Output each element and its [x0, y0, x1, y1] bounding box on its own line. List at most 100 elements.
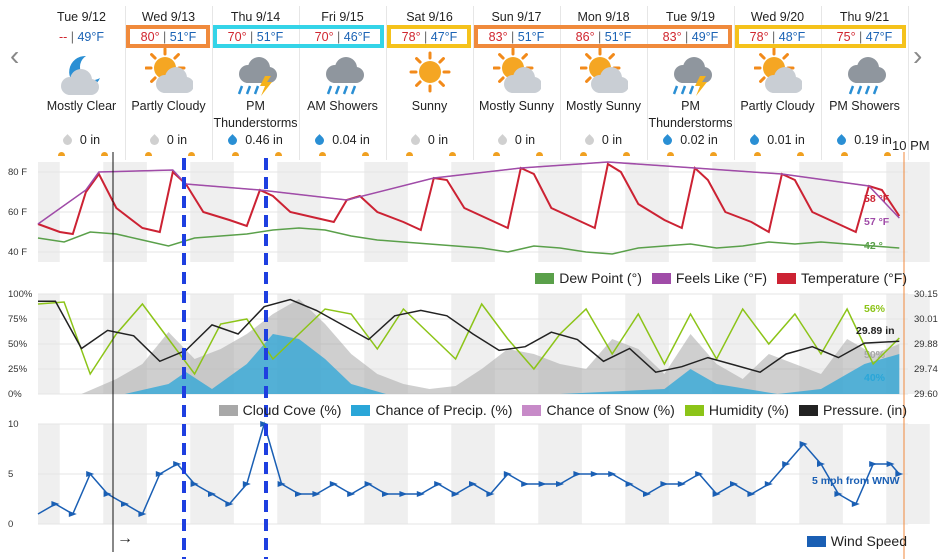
day-10[interactable]: Thu 9/21 75° | 47°F PM Showers 0.19 in [821, 6, 909, 160]
wind-arrow [155, 471, 164, 477]
wind-arrow [225, 501, 234, 507]
series-end-label: 40% [864, 372, 886, 384]
sunset-icon [449, 152, 456, 156]
sunset-icon [623, 152, 630, 156]
temperature-f-series [37, 162, 901, 236]
day-2[interactable]: Wed 9/13 80° | 51°F Partly Cloudy 0 in [125, 6, 213, 160]
day-name: Tue 9/19 [666, 10, 715, 24]
sunset-icon [884, 152, 891, 156]
legend-item[interactable]: Chance of Snow (%) [512, 402, 675, 418]
day-9[interactable]: Wed 9/20 78° | 48°F Partly Cloudy 0.01 i… [734, 6, 822, 160]
wind-arrow [208, 491, 216, 497]
low-temp: 51°F [604, 30, 632, 44]
legend-label: Temperature (°F) [801, 270, 907, 286]
temp-separator: | [246, 30, 257, 44]
sun-times [821, 152, 908, 158]
legend-label: Chance of Snow (%) [546, 402, 675, 418]
legend-item[interactable]: Dew Point (°) [525, 270, 642, 286]
sun-times [560, 152, 647, 158]
sun-times [212, 152, 299, 158]
temp-separator: | [855, 30, 866, 44]
wind-arrow [434, 481, 443, 487]
legend-item[interactable]: Wind Speed [797, 533, 907, 549]
thunderstorm-icon [237, 57, 277, 96]
condition: PM Thunderstorms [213, 99, 298, 130]
rain-cloud-icon [848, 57, 886, 95]
legend-label: Wind Speed [830, 533, 907, 549]
sunrise-icon [667, 152, 674, 156]
legend-item[interactable]: Cloud Cove (%) [209, 402, 341, 418]
series-end-label: 57 °F [864, 216, 890, 228]
legend-item[interactable]: Feels Like (°F) [642, 270, 767, 286]
day-highlight-box [126, 25, 210, 48]
day-5[interactable]: Sat 9/16 78° | 47°F Sunny 0 in [386, 6, 474, 160]
sun-times [386, 152, 473, 158]
y2-tick-label: 30.01 [914, 314, 938, 325]
precip-amount: 0 in [560, 133, 647, 147]
legend-label: Dew Point (°) [559, 270, 642, 286]
legend-swatch [218, 405, 238, 416]
y-tick-label: 60 F [8, 207, 27, 218]
day-name: Thu 9/14 [230, 10, 281, 24]
legend-item[interactable]: Pressure. (in) [789, 402, 907, 418]
temp-separator: | [768, 30, 779, 44]
sun-times [299, 152, 386, 158]
sun-times [647, 152, 734, 158]
humidity-legend: Cloud Cove (%) Chance of Precip. (%) Chanc… [209, 402, 907, 418]
day-name: Mon 9/18 [577, 10, 630, 24]
precip-amount: 0.02 in [647, 133, 734, 147]
day-4[interactable]: Fri 9/15 70° | 46°F AM Showers 0.04 in [299, 6, 387, 160]
sunrise-icon [754, 152, 761, 156]
sun-cloud-icon [754, 48, 802, 93]
sun-times [38, 152, 125, 158]
sunset-icon [797, 152, 804, 156]
day-8[interactable]: Tue 9/19 83° | 49°F PM Thunderstorms 0.0… [647, 6, 735, 160]
temp-separator: | [507, 30, 518, 44]
sunrise-icon [493, 152, 500, 156]
series-end-label: 5 mph from WNW [812, 475, 900, 487]
wind-arrow [556, 481, 564, 487]
rain-cloud-icon [326, 57, 364, 95]
wind-arrow [295, 491, 303, 497]
precip-amount: 0 in [473, 133, 560, 147]
high-temp: 78° [749, 30, 769, 44]
legend-swatch [684, 405, 704, 416]
precip-value: 0.46 in [245, 133, 283, 147]
day-name: Tue 9/12 [57, 10, 106, 24]
day-temps: 83° | 51°F [473, 30, 560, 44]
y-tick-label: 40 F [8, 247, 27, 258]
precip-value: 0 in [79, 133, 101, 147]
day-1[interactable]: Tue 9/12 -- | 49°F Mostly Clear 0 in [38, 6, 126, 160]
legend-label: Pressure. (in) [822, 402, 907, 418]
wind-arrow [469, 481, 477, 487]
wind-arrow [138, 511, 147, 517]
legend-item[interactable]: Temperature (°F) [767, 270, 907, 286]
day-6[interactable]: Sun 9/17 83° | 51°F Mostly Sunny 0 in [473, 6, 561, 160]
legend-swatch [798, 405, 818, 416]
next-arrow-icon[interactable]: › [913, 40, 923, 71]
day-temps: 86° | 51°F [560, 30, 647, 44]
day-temps: 78° | 47°F [386, 30, 473, 44]
low-temp: 47°F [430, 30, 458, 44]
feels-like-f-series-overlay [37, 161, 900, 225]
wind-arrow [382, 491, 390, 497]
precip-amount: 0 in [125, 133, 212, 147]
legend-label: Chance of Precip. (%) [375, 402, 513, 418]
prev-arrow-icon[interactable]: ‹ [10, 40, 20, 71]
y-tick-label: 80 F [8, 167, 27, 178]
legend-item[interactable]: Chance of Precip. (%) [341, 402, 512, 418]
day-7[interactable]: Mon 9/18 86° | 51°F Mostly Sunny 0 in [560, 6, 648, 160]
legend-swatch [535, 273, 555, 284]
sunset-icon [275, 152, 282, 156]
precip-amount: 0.04 in [299, 133, 386, 147]
low-temp: 47°F [865, 30, 893, 44]
day-3[interactable]: Thu 9/14 70° | 51°F PM Thunderstorms 0.4… [212, 6, 300, 160]
legend-swatch [351, 405, 371, 416]
wind-arrow [643, 491, 651, 497]
legend-item[interactable]: Humidity (%) [675, 402, 789, 418]
wind-arrow [590, 471, 599, 477]
wind-arrow [416, 491, 425, 497]
precip-value: 0 in [601, 133, 623, 147]
wind-arrow [68, 511, 77, 517]
